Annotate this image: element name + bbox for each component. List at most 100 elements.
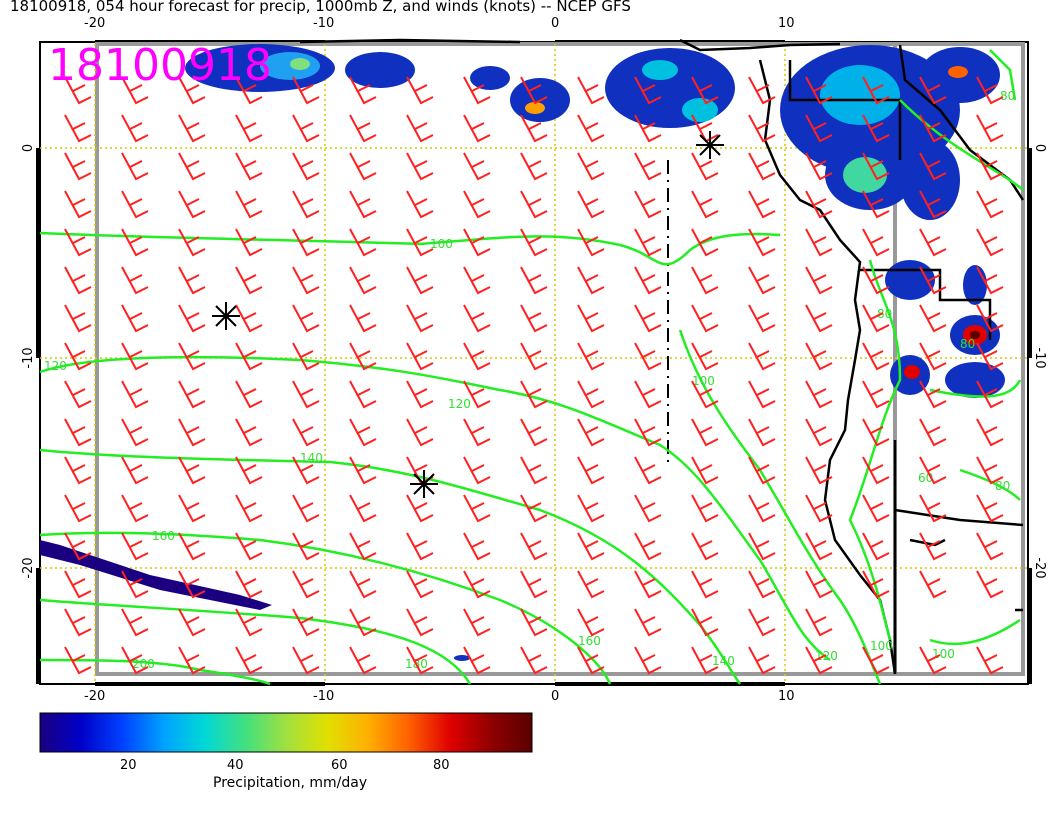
wind-barb	[520, 304, 548, 333]
wind-barb	[577, 342, 605, 371]
domain-box-east	[893, 42, 1025, 676]
wind-barb	[691, 456, 719, 485]
wind-barb	[520, 380, 548, 409]
wind-barb	[292, 418, 320, 447]
contour-label: 80	[995, 479, 1010, 493]
wind-barb	[577, 608, 605, 637]
wind-barb	[634, 418, 662, 447]
wind-barb	[634, 570, 662, 599]
wind-barb	[805, 76, 833, 105]
wind-barb	[520, 228, 548, 257]
wind-barb	[178, 266, 206, 295]
colorbar-tick: 40	[227, 758, 244, 773]
wind-barb	[862, 114, 890, 143]
wind-barb	[919, 532, 947, 561]
wind-barb	[121, 76, 149, 105]
wind-barb	[121, 532, 149, 561]
domain-box	[95, 42, 897, 676]
wind-barb	[349, 418, 377, 447]
wind-barb	[121, 342, 149, 371]
wind-barb	[577, 494, 605, 523]
lon-label: 10	[778, 689, 795, 704]
wind-barb	[178, 190, 206, 219]
wind-barb	[919, 114, 947, 143]
wind-barb	[748, 494, 776, 523]
wind-barb	[919, 646, 947, 675]
wind-barb	[292, 228, 320, 257]
wind-barb	[64, 646, 92, 675]
wind-barb	[463, 266, 491, 295]
wind-barb	[691, 418, 719, 447]
wind-barb	[862, 76, 890, 105]
wind-barb	[235, 608, 263, 637]
wind-barb	[691, 152, 719, 181]
wind-barb	[862, 418, 890, 447]
wind-barb	[976, 456, 1004, 485]
wind-barb	[349, 494, 377, 523]
wind-barb	[577, 114, 605, 143]
wind-barb	[520, 190, 548, 219]
wind-barb	[406, 532, 434, 561]
wind-barb	[691, 570, 719, 599]
wind-barb	[406, 494, 434, 523]
wind-barb	[976, 304, 1004, 333]
wind-barb	[634, 532, 662, 561]
contour-label: 100	[430, 237, 453, 251]
wind-barb	[64, 266, 92, 295]
wind-barb	[634, 190, 662, 219]
wind-barb	[634, 228, 662, 257]
graticule	[40, 44, 1028, 682]
wind-barb	[919, 304, 947, 333]
wind-barb	[805, 532, 833, 561]
wind-barb	[178, 570, 206, 599]
wind-barb	[520, 152, 548, 181]
wind-barb	[862, 456, 890, 485]
wind-barb	[976, 114, 1004, 143]
wind-barb	[691, 342, 719, 371]
wind-barb	[976, 570, 1004, 599]
wind-barb	[406, 646, 434, 675]
wind-barb	[634, 380, 662, 409]
wind-barb	[634, 152, 662, 181]
wind-barb	[406, 418, 434, 447]
wind-barb	[691, 304, 719, 333]
wind-barb	[919, 494, 947, 523]
wind-barb	[805, 570, 833, 599]
wind-barb	[805, 114, 833, 143]
wind-barb	[634, 304, 662, 333]
wind-barb	[235, 152, 263, 181]
wind-barb	[520, 494, 548, 523]
wind-barb	[748, 190, 776, 219]
wind-barb	[748, 266, 776, 295]
wind-barb	[691, 380, 719, 409]
wind-barb	[406, 152, 434, 181]
wind-barb	[64, 342, 92, 371]
contour-label: 200	[132, 657, 155, 671]
wind-barb	[349, 608, 377, 637]
wind-barb	[634, 646, 662, 675]
colorbar-tick: 20	[120, 758, 137, 773]
wind-barb	[976, 190, 1004, 219]
contour-label: 120	[448, 397, 471, 411]
wind-barb	[406, 608, 434, 637]
wind-barb	[292, 456, 320, 485]
wind-barb	[919, 418, 947, 447]
wind-barb	[178, 380, 206, 409]
wind-barb	[463, 228, 491, 257]
wind-barb	[235, 114, 263, 143]
wind-barb	[235, 456, 263, 485]
wind-barb	[805, 380, 833, 409]
asterisk-marker	[212, 302, 240, 330]
wind-barb	[463, 342, 491, 371]
wind-barb	[349, 456, 377, 485]
wind-barb	[178, 228, 206, 257]
wind-barb	[406, 570, 434, 599]
wind-barb	[64, 494, 92, 523]
wind-barb	[292, 190, 320, 219]
lon-label: 0	[551, 689, 559, 704]
wind-barb	[520, 570, 548, 599]
wind-barb	[976, 76, 1004, 105]
wind-barb	[976, 646, 1004, 675]
wind-barb	[520, 114, 548, 143]
wind-barb	[178, 456, 206, 485]
